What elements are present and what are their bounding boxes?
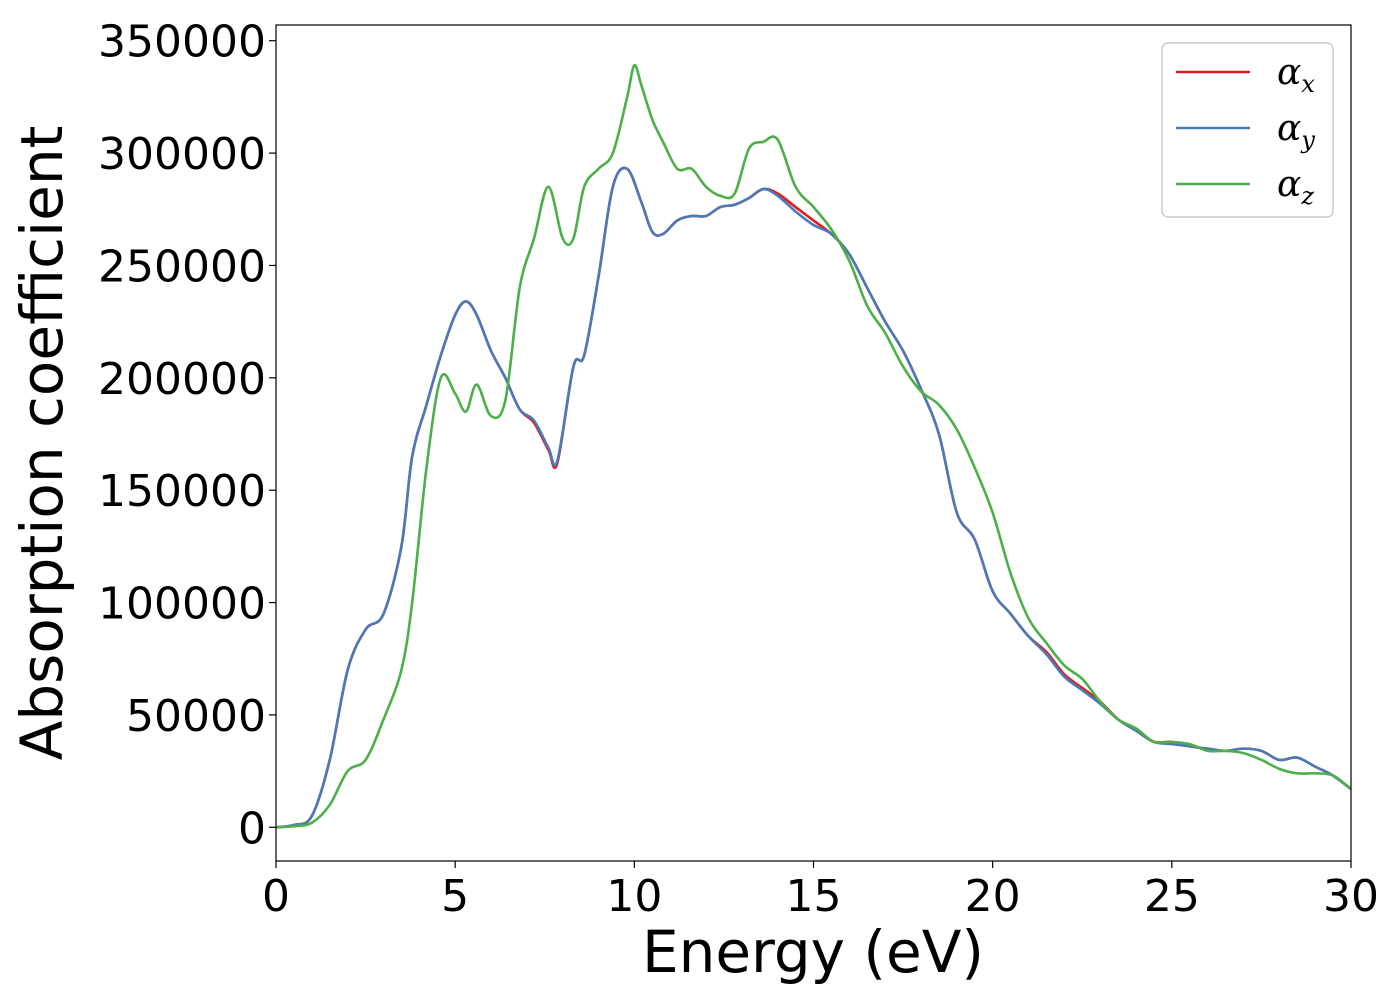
legend-label-z: αz	[1277, 164, 1314, 210]
x-tick-label: 5	[441, 871, 469, 922]
legend-label-y: αy	[1277, 108, 1315, 154]
y-tick-label: 200000	[98, 354, 266, 405]
legend-symbol: α	[1277, 164, 1301, 205]
legend-label-x: αx	[1277, 52, 1315, 98]
x-tick-label: 10	[606, 871, 662, 922]
legend-box	[1161, 42, 1334, 218]
y-tick-label: 250000	[98, 241, 266, 292]
y-axis-ticks: 0 50000 100000 150000 200000 250000 300000 3500…	[98, 17, 276, 854]
x-tick-label: 25	[1144, 871, 1200, 922]
y-tick-label: 300000	[98, 129, 266, 180]
legend-symbol: α	[1277, 108, 1301, 149]
series-line-y	[276, 166, 1351, 829]
legend-subscript: x	[1301, 70, 1315, 98]
legend-subscript: z	[1300, 182, 1314, 210]
x-tick-label: 30	[1323, 871, 1379, 922]
y-tick-label: 50000	[126, 691, 266, 742]
y-tick-label: 100000	[98, 579, 266, 630]
series-layer	[276, 64, 1351, 829]
legend-subscript: y	[1300, 126, 1315, 154]
x-tick-label: 0	[262, 871, 290, 922]
x-axis-title: Energy (eV)	[642, 918, 984, 986]
x-axis-ticks: 0 5 10 15 20 25 30	[262, 861, 1379, 922]
y-tick-label: 0	[238, 803, 266, 854]
series-line-x	[276, 166, 1351, 829]
legend-symbol: α	[1277, 52, 1301, 93]
y-tick-label: 150000	[98, 466, 266, 517]
series-line-z	[276, 64, 1351, 829]
y-axis-title: Absorption coefficient	[8, 126, 76, 761]
x-tick-label: 15	[786, 871, 842, 922]
y-tick-label: 350000	[98, 17, 266, 68]
x-tick-label: 20	[965, 871, 1021, 922]
